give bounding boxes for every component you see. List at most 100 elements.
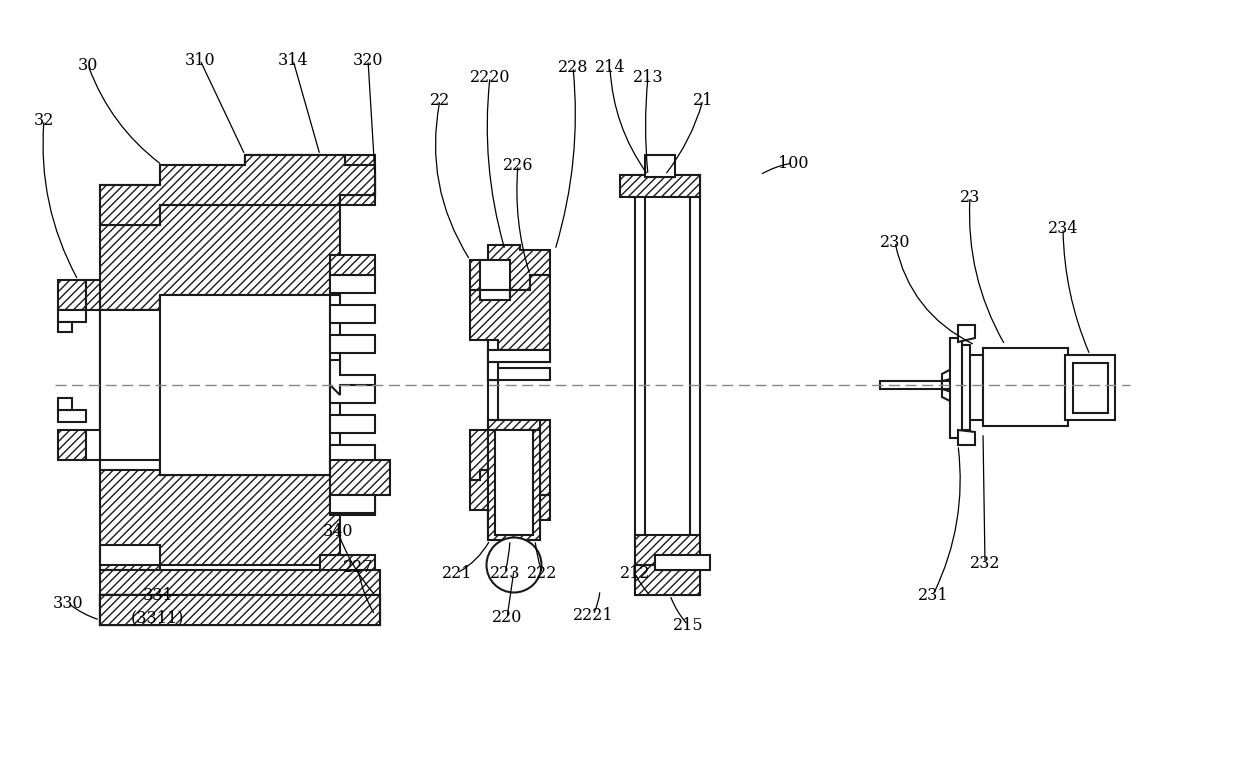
Polygon shape	[959, 325, 975, 342]
Bar	[489, 368, 551, 380]
Bar	[330, 495, 374, 515]
Bar	[959, 345, 970, 430]
Bar	[330, 335, 374, 353]
Text: 213: 213	[632, 69, 663, 86]
Bar	[320, 555, 374, 605]
Text: 100: 100	[777, 155, 808, 171]
Polygon shape	[330, 360, 374, 395]
Bar	[880, 381, 942, 389]
Bar	[100, 310, 160, 460]
Text: 234: 234	[1048, 220, 1079, 236]
Text: 32: 32	[33, 112, 55, 129]
Bar	[160, 295, 330, 475]
Bar	[655, 555, 711, 570]
Polygon shape	[635, 565, 701, 595]
Polygon shape	[942, 389, 968, 410]
Bar	[489, 340, 498, 380]
Bar	[495, 430, 533, 535]
Text: 221: 221	[441, 565, 472, 581]
Ellipse shape	[486, 538, 542, 593]
Text: 222: 222	[527, 565, 557, 581]
Bar	[489, 362, 498, 380]
Polygon shape	[489, 420, 539, 540]
Text: (3311): (3311)	[131, 610, 185, 627]
Bar	[330, 445, 374, 463]
Bar	[100, 595, 379, 625]
Text: 2221: 2221	[573, 607, 614, 623]
Text: 21: 21	[693, 92, 713, 109]
Bar	[330, 305, 374, 323]
Bar	[58, 310, 86, 322]
Bar	[635, 175, 701, 595]
Text: 226: 226	[502, 157, 533, 174]
Polygon shape	[635, 535, 701, 570]
Bar	[100, 595, 379, 625]
Bar	[340, 575, 374, 595]
Bar	[320, 155, 374, 205]
Text: 223: 223	[490, 565, 521, 581]
Text: 214: 214	[595, 58, 625, 76]
Bar	[330, 415, 374, 433]
Text: 310: 310	[185, 51, 216, 69]
Text: 232: 232	[970, 555, 1001, 571]
Bar	[480, 260, 510, 290]
Polygon shape	[100, 295, 340, 475]
Text: 30: 30	[78, 57, 98, 73]
Text: 220: 220	[492, 610, 522, 627]
Bar	[489, 350, 551, 362]
Text: 340: 340	[322, 523, 353, 541]
Bar	[489, 350, 551, 362]
Polygon shape	[470, 245, 551, 300]
Polygon shape	[470, 470, 551, 525]
Bar	[100, 395, 160, 470]
Text: 330: 330	[52, 594, 83, 611]
Bar	[246, 155, 320, 177]
Bar	[645, 155, 675, 177]
Polygon shape	[100, 595, 379, 625]
Text: 331: 331	[143, 587, 174, 604]
Text: 228: 228	[558, 58, 588, 76]
Bar	[330, 255, 374, 275]
Polygon shape	[100, 205, 340, 310]
Bar	[950, 338, 962, 438]
Bar	[965, 355, 983, 420]
Polygon shape	[100, 155, 374, 225]
Text: 2220: 2220	[470, 69, 510, 86]
Polygon shape	[100, 545, 374, 615]
Text: 22: 22	[430, 92, 450, 109]
Bar	[246, 593, 320, 615]
Text: 212: 212	[620, 565, 650, 581]
Bar	[983, 348, 1068, 426]
Bar	[330, 385, 374, 403]
Bar	[645, 185, 689, 585]
Bar	[489, 430, 539, 540]
Bar	[1073, 363, 1109, 413]
Polygon shape	[470, 275, 551, 350]
Text: 230: 230	[879, 233, 910, 250]
Bar	[100, 570, 379, 595]
Bar	[330, 275, 374, 293]
Bar	[330, 495, 374, 513]
Bar	[58, 280, 86, 310]
Text: 231: 231	[918, 587, 949, 604]
Bar	[480, 290, 510, 305]
Text: 320: 320	[352, 51, 383, 69]
Bar	[100, 595, 160, 625]
Polygon shape	[942, 381, 968, 389]
Text: 227: 227	[342, 559, 373, 577]
Text: 215: 215	[672, 617, 703, 633]
Bar	[86, 280, 100, 310]
Bar	[58, 322, 72, 332]
Polygon shape	[959, 430, 975, 445]
Text: 23: 23	[960, 188, 980, 206]
Polygon shape	[470, 420, 551, 495]
Text: 314: 314	[278, 51, 309, 69]
Bar	[58, 410, 86, 422]
Bar	[1065, 355, 1115, 420]
Bar	[58, 430, 86, 460]
Bar	[58, 398, 72, 410]
Bar	[340, 175, 374, 195]
Polygon shape	[942, 375, 968, 410]
Polygon shape	[942, 360, 968, 381]
Polygon shape	[100, 155, 374, 225]
